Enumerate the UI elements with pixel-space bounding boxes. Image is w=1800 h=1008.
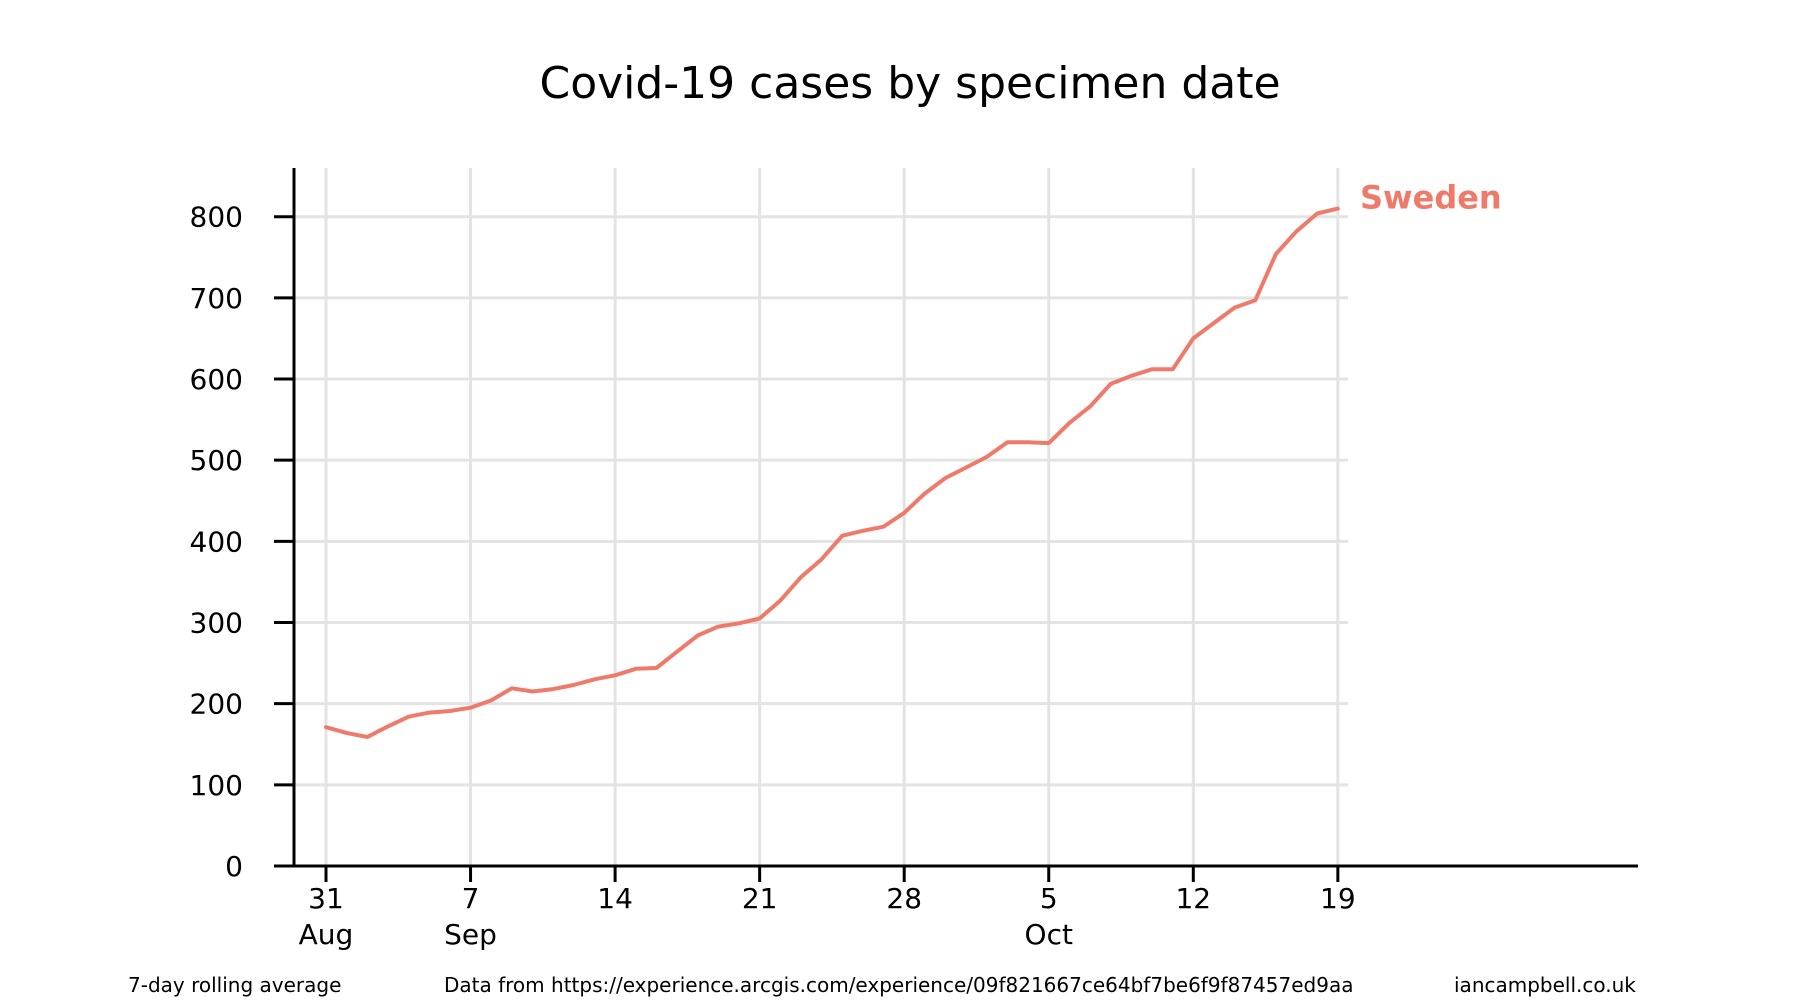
footer-note-left: 7-day rolling average bbox=[128, 973, 341, 997]
x-tick-label: 31 bbox=[308, 882, 344, 915]
y-axis-ticks: 0 100 200 300 400 500 600 700 800 bbox=[190, 201, 294, 883]
x-tick-month-label: Sep bbox=[444, 918, 497, 951]
y-tick-label: 700 bbox=[190, 282, 243, 315]
x-tick-label: 14 bbox=[597, 882, 633, 915]
x-tick-label: 5 bbox=[1040, 882, 1058, 915]
series-line-sweden bbox=[324, 206, 1340, 739]
gridlines bbox=[294, 168, 1348, 866]
x-tick-month-label: Oct bbox=[1025, 918, 1073, 951]
y-tick-label: 600 bbox=[190, 363, 243, 396]
y-tick-label: 400 bbox=[190, 525, 243, 558]
x-tick-label: 21 bbox=[742, 882, 778, 915]
x-tick-label: 7 bbox=[462, 882, 480, 915]
axes bbox=[274, 168, 1638, 868]
y-tick-label: 800 bbox=[190, 201, 243, 234]
x-tick-month-label: Aug bbox=[299, 918, 354, 951]
y-tick-label: 100 bbox=[190, 769, 243, 802]
chart-title: Covid-19 cases by specimen date bbox=[539, 58, 1280, 109]
x-tick-label: 12 bbox=[1175, 882, 1211, 915]
y-tick-label: 200 bbox=[190, 688, 243, 721]
series-layer: Sweden bbox=[324, 179, 1502, 739]
y-tick-label: 500 bbox=[190, 444, 243, 477]
y-tick-label: 0 bbox=[225, 850, 243, 883]
x-tick-label: 28 bbox=[886, 882, 922, 915]
footer-note-source: Data from https://experience.arcgis.com/… bbox=[444, 973, 1353, 997]
series-label: Sweden bbox=[1360, 179, 1502, 217]
footer-note-credit: iancampbell.co.uk bbox=[1454, 973, 1636, 997]
y-tick-label: 300 bbox=[190, 607, 243, 640]
x-tick-label: 19 bbox=[1320, 882, 1356, 915]
